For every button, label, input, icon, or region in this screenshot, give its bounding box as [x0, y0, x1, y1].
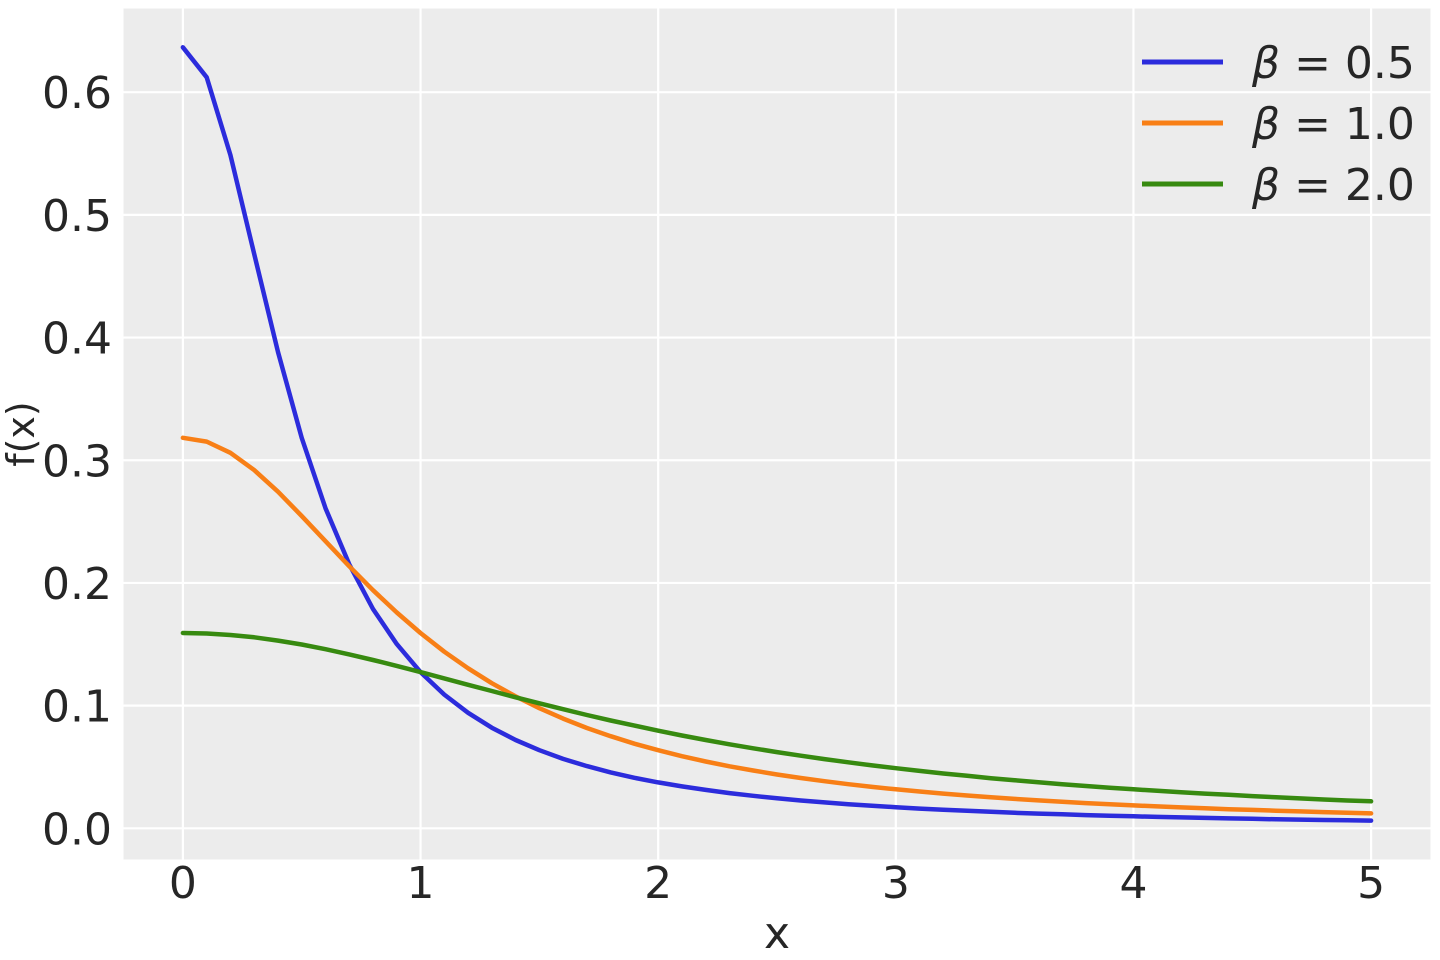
y-tick-label-4: 0.4	[42, 314, 112, 365]
y-tick-label-5: 0.5	[42, 191, 112, 242]
plot-area	[123, 8, 1431, 860]
y-tick-label-6: 0.6	[42, 68, 112, 119]
y-tick-label-0: 0.0	[42, 804, 112, 855]
y-tick-label-3: 0.3	[42, 436, 112, 487]
legend-label-1: β = 1.0	[1251, 99, 1415, 150]
series-line-2	[180, 630, 1374, 804]
x-tick-label-3: 3	[882, 858, 910, 909]
series-line-0	[180, 45, 1374, 823]
legend-label-0: β = 0.5	[1251, 38, 1415, 89]
x-tick-label-5: 5	[1357, 858, 1385, 909]
y-tick-label-1: 0.1	[42, 682, 112, 733]
x-tick-label-4: 4	[1119, 858, 1147, 909]
y-axis-label: f(x)	[0, 401, 43, 467]
series-line-1	[180, 435, 1374, 816]
x-axis-label: x	[763, 908, 791, 959]
x-tick-label-0: 0	[169, 858, 197, 909]
y-tick-label-2: 0.2	[42, 559, 112, 610]
x-tick-label-1: 1	[407, 858, 435, 909]
legend-label-2: β = 2.0	[1251, 160, 1415, 211]
x-tick-label-2: 2	[644, 858, 672, 909]
